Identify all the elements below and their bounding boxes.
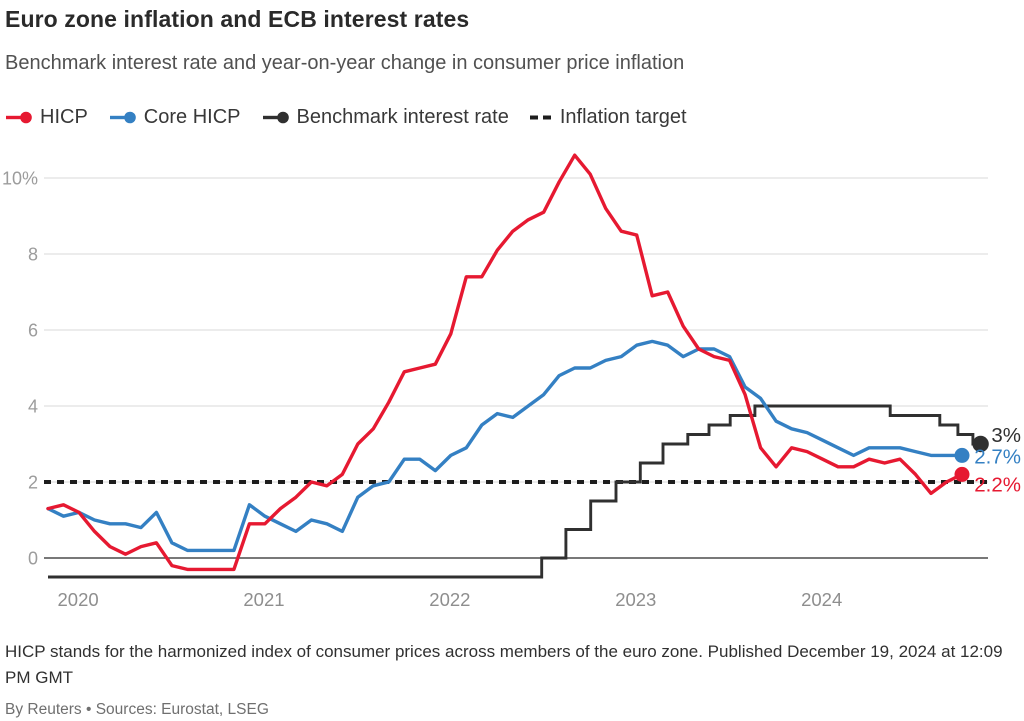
x-tick-label-2022: 2022 (429, 589, 470, 610)
benchmark-rate-end-label: 3% (991, 424, 1021, 447)
core-hicp-line (46, 339, 964, 553)
core-hicp-end-dot (954, 447, 970, 463)
y-tick-label-2: 2 (28, 473, 38, 493)
page-title: Euro zone inflation and ECB interest rat… (5, 6, 470, 32)
y-tick-label-0: 0 (28, 549, 38, 569)
x-tick-label-2023: 2023 (615, 589, 656, 610)
legend-label-core-hicp: Core HICP (143, 106, 241, 128)
legend-label-benchmark-rate: Benchmark interest rate (296, 106, 509, 128)
x-tick-label-2024: 2024 (801, 589, 842, 610)
x-tick-label-2020: 2020 (58, 589, 99, 610)
y-tick-label-6: 6 (28, 321, 38, 341)
chart-subtitle: Benchmark interest rate and year-on-year… (5, 52, 685, 74)
source-byline: By Reuters • Sources: Eurostat, LSEG (5, 701, 269, 718)
inflation-target-dash-marker (529, 115, 553, 120)
y-tick-label-10: 10% (2, 169, 38, 189)
inflation-rates-chart: 0 2 4 6 8 10% 2020 2021 2022 2023 2024 3%2.7% 2.2% (2, 153, 1021, 610)
legend-item-benchmark-rate: Benchmark interest rate (262, 106, 509, 129)
legend-label-inflation-target: Inflation target (559, 106, 687, 128)
benchmark-rate-end-dot (972, 435, 989, 453)
benchmark-rate-line-dot-marker (262, 111, 289, 124)
core-hicp-end-label: 2.7% (974, 445, 1021, 468)
chart-legend: HICP Core HICP Benchmark interest rate I… (5, 106, 687, 129)
legend-item-core-hicp: Core HICP (109, 106, 241, 129)
hicp-end-label: 2.2% (974, 473, 1021, 496)
y-tick-label-8: 8 (28, 245, 38, 265)
x-tick-label-2021: 2021 (243, 589, 284, 610)
legend-label-hicp: HICP (40, 106, 88, 128)
y-tick-label-4: 4 (28, 397, 38, 417)
hicp-line (46, 153, 964, 572)
hicp-line-dot-marker (6, 111, 32, 124)
legend-item-hicp: HICP (5, 106, 88, 129)
chart-footnote: HICP stands for the harmonized index of … (5, 642, 1003, 687)
core-hicp-line-dot-marker (109, 111, 136, 124)
hicp-end-dot (954, 466, 970, 482)
benchmark-rate-line (48, 404, 981, 579)
legend-item-inflation-target: Inflation target (529, 106, 687, 129)
